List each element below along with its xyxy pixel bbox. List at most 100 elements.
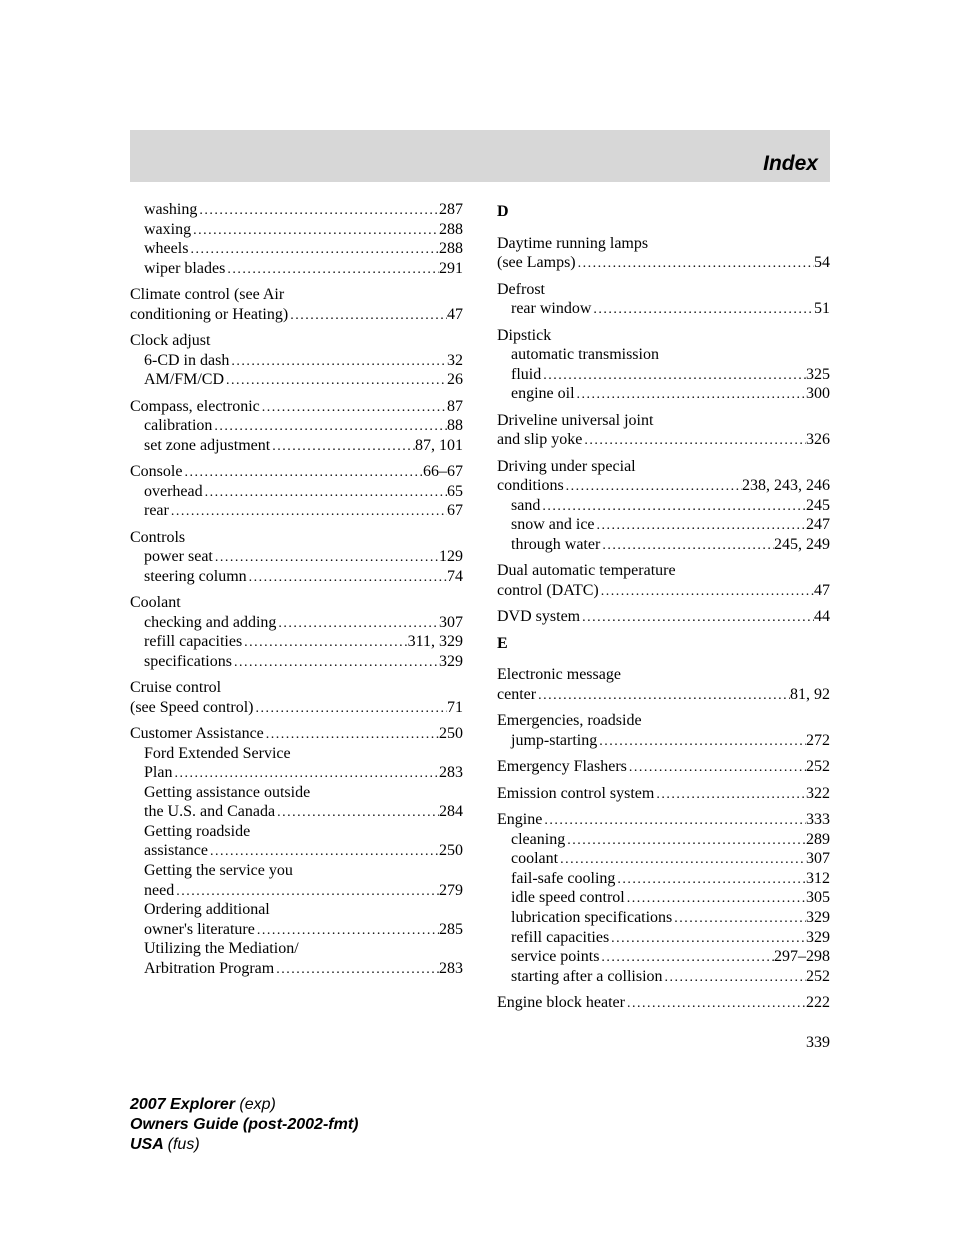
index-row: refill capacities311, 329 (130, 632, 463, 652)
index-row: Electronic message (497, 665, 830, 685)
index-row: Console66–67 (130, 462, 463, 482)
index-label: the U.S. and Canada (144, 802, 275, 822)
index-page-ref: 238, 243, 246 (742, 476, 830, 496)
leader-dots (264, 726, 439, 743)
index-row: engine oil300 (497, 384, 830, 404)
leader-dots (188, 241, 439, 258)
index-row: Engine block heater222 (497, 993, 830, 1013)
leader-dots (182, 464, 423, 481)
index-label: Emergency Flashers (497, 757, 627, 777)
index-row: checking and adding307 (130, 613, 463, 633)
index-page-ref: 329 (806, 908, 830, 928)
index-label: owner's literature (144, 920, 255, 940)
index-row: power seat129 (130, 547, 463, 567)
index-label: Customer Assistance (130, 724, 264, 744)
page-number: 339 (130, 1034, 830, 1052)
index-row: Emergencies, roadside (497, 711, 830, 731)
leader-dots (558, 851, 806, 868)
index-row: coolant307 (497, 849, 830, 869)
leader-dots (276, 615, 439, 632)
index-page-ref: 250 (439, 724, 463, 744)
index-label: Ford Extended Service (144, 744, 291, 764)
index-label: Plan (144, 763, 172, 783)
index-row: owner's literature 285 (130, 920, 463, 940)
index-label: specifications (144, 652, 232, 672)
index-label: automatic transmission (511, 345, 659, 365)
index-entry: washing287waxing288wheels288wiper blades… (130, 200, 463, 278)
index-label: set zone adjustment (144, 436, 270, 456)
leader-dots (275, 804, 439, 821)
index-page-ref: 65 (447, 482, 463, 502)
index-row: and slip yoke326 (497, 430, 830, 450)
index-label: Cruise control (130, 678, 221, 698)
index-label: Dipstick (497, 326, 551, 346)
leader-dots (625, 995, 806, 1012)
index-row: overhead65 (130, 482, 463, 502)
index-row: Utilizing the Mediation/ (130, 939, 463, 959)
index-label: center (497, 685, 536, 705)
page-title: Index (763, 152, 818, 176)
index-label: fail-safe cooling (511, 869, 615, 889)
leader-dots (191, 222, 439, 239)
index-page-ref: 283 (439, 959, 463, 979)
index-row: jump-starting272 (497, 731, 830, 751)
leader-dots (625, 890, 806, 907)
index-page-ref: 129 (439, 547, 463, 567)
leader-dots (197, 202, 439, 219)
index-row: Defrost (497, 280, 830, 300)
leader-dots (615, 871, 806, 888)
index-label: Climate control (see Air (130, 285, 284, 305)
index-label: checking and adding (144, 613, 276, 633)
index-label: DVD system (497, 607, 580, 627)
index-page-ref: 285 (439, 920, 463, 940)
leader-dots (212, 418, 447, 435)
index-row: Engine333 (497, 810, 830, 830)
index-row: Emission control system322 (497, 784, 830, 804)
leader-dots (232, 654, 439, 671)
index-entry: Driving under specialconditions238, 243,… (497, 457, 830, 555)
index-page-ref: 47 (814, 581, 830, 601)
index-label: 6-CD in dash (144, 351, 229, 371)
index-row: rear window51 (497, 299, 830, 319)
index-row: assistance250 (130, 841, 463, 861)
index-label: steering column (144, 567, 247, 587)
leader-dots (172, 765, 439, 782)
index-row: Cruise control (130, 678, 463, 698)
leader-dots (599, 583, 814, 600)
index-row: Plan 283 (130, 763, 463, 783)
index-row: Arbitration Program283 (130, 959, 463, 979)
leader-dots (229, 353, 447, 370)
index-page-ref: 87 (447, 397, 463, 417)
index-row: calibration88 (130, 416, 463, 436)
index-entry: Cruise control(see Speed control)71 (130, 678, 463, 717)
leader-dots (609, 930, 806, 947)
index-row: Dual automatic temperature (497, 561, 830, 581)
leader-dots (597, 733, 806, 750)
leader-dots (672, 910, 806, 927)
index-column-right: DDaytime running lamps(see Lamps)54Defro… (497, 200, 830, 1020)
index-label: cleaning (511, 830, 565, 850)
index-page-ref: 245, 249 (774, 535, 830, 555)
index-row: (see Speed control)71 (130, 698, 463, 718)
index-entry: Engine333cleaning289coolant307fail-safe … (497, 810, 830, 986)
index-entry: Dual automatic temperaturecontrol (DATC)… (497, 561, 830, 600)
leader-dots (595, 517, 806, 534)
index-label: Engine (497, 810, 542, 830)
index-page-ref: 305 (806, 888, 830, 908)
index-label: conditioning or Heating) (130, 305, 288, 325)
index-label: Emergencies, roadside (497, 711, 642, 731)
index-entry: Emergency Flashers252 (497, 757, 830, 777)
leader-dots (247, 569, 447, 586)
index-row: specifications329 (130, 652, 463, 672)
index-entry: Console66–67overhead65rear67 (130, 462, 463, 521)
footer-region: USA (130, 1136, 168, 1153)
index-row: rear67 (130, 501, 463, 521)
index-page-ref: 283 (439, 763, 463, 783)
index-entry: Customer Assistance 250 Ford Extended Serv… (130, 724, 463, 978)
index-entry: Defrostrear window51 (497, 280, 830, 319)
leader-dots (541, 367, 806, 384)
index-label: refill capacities (144, 632, 242, 652)
index-label: Dual automatic temperature (497, 561, 676, 581)
index-row: Controls (130, 528, 463, 548)
header-band: Index (130, 130, 830, 182)
